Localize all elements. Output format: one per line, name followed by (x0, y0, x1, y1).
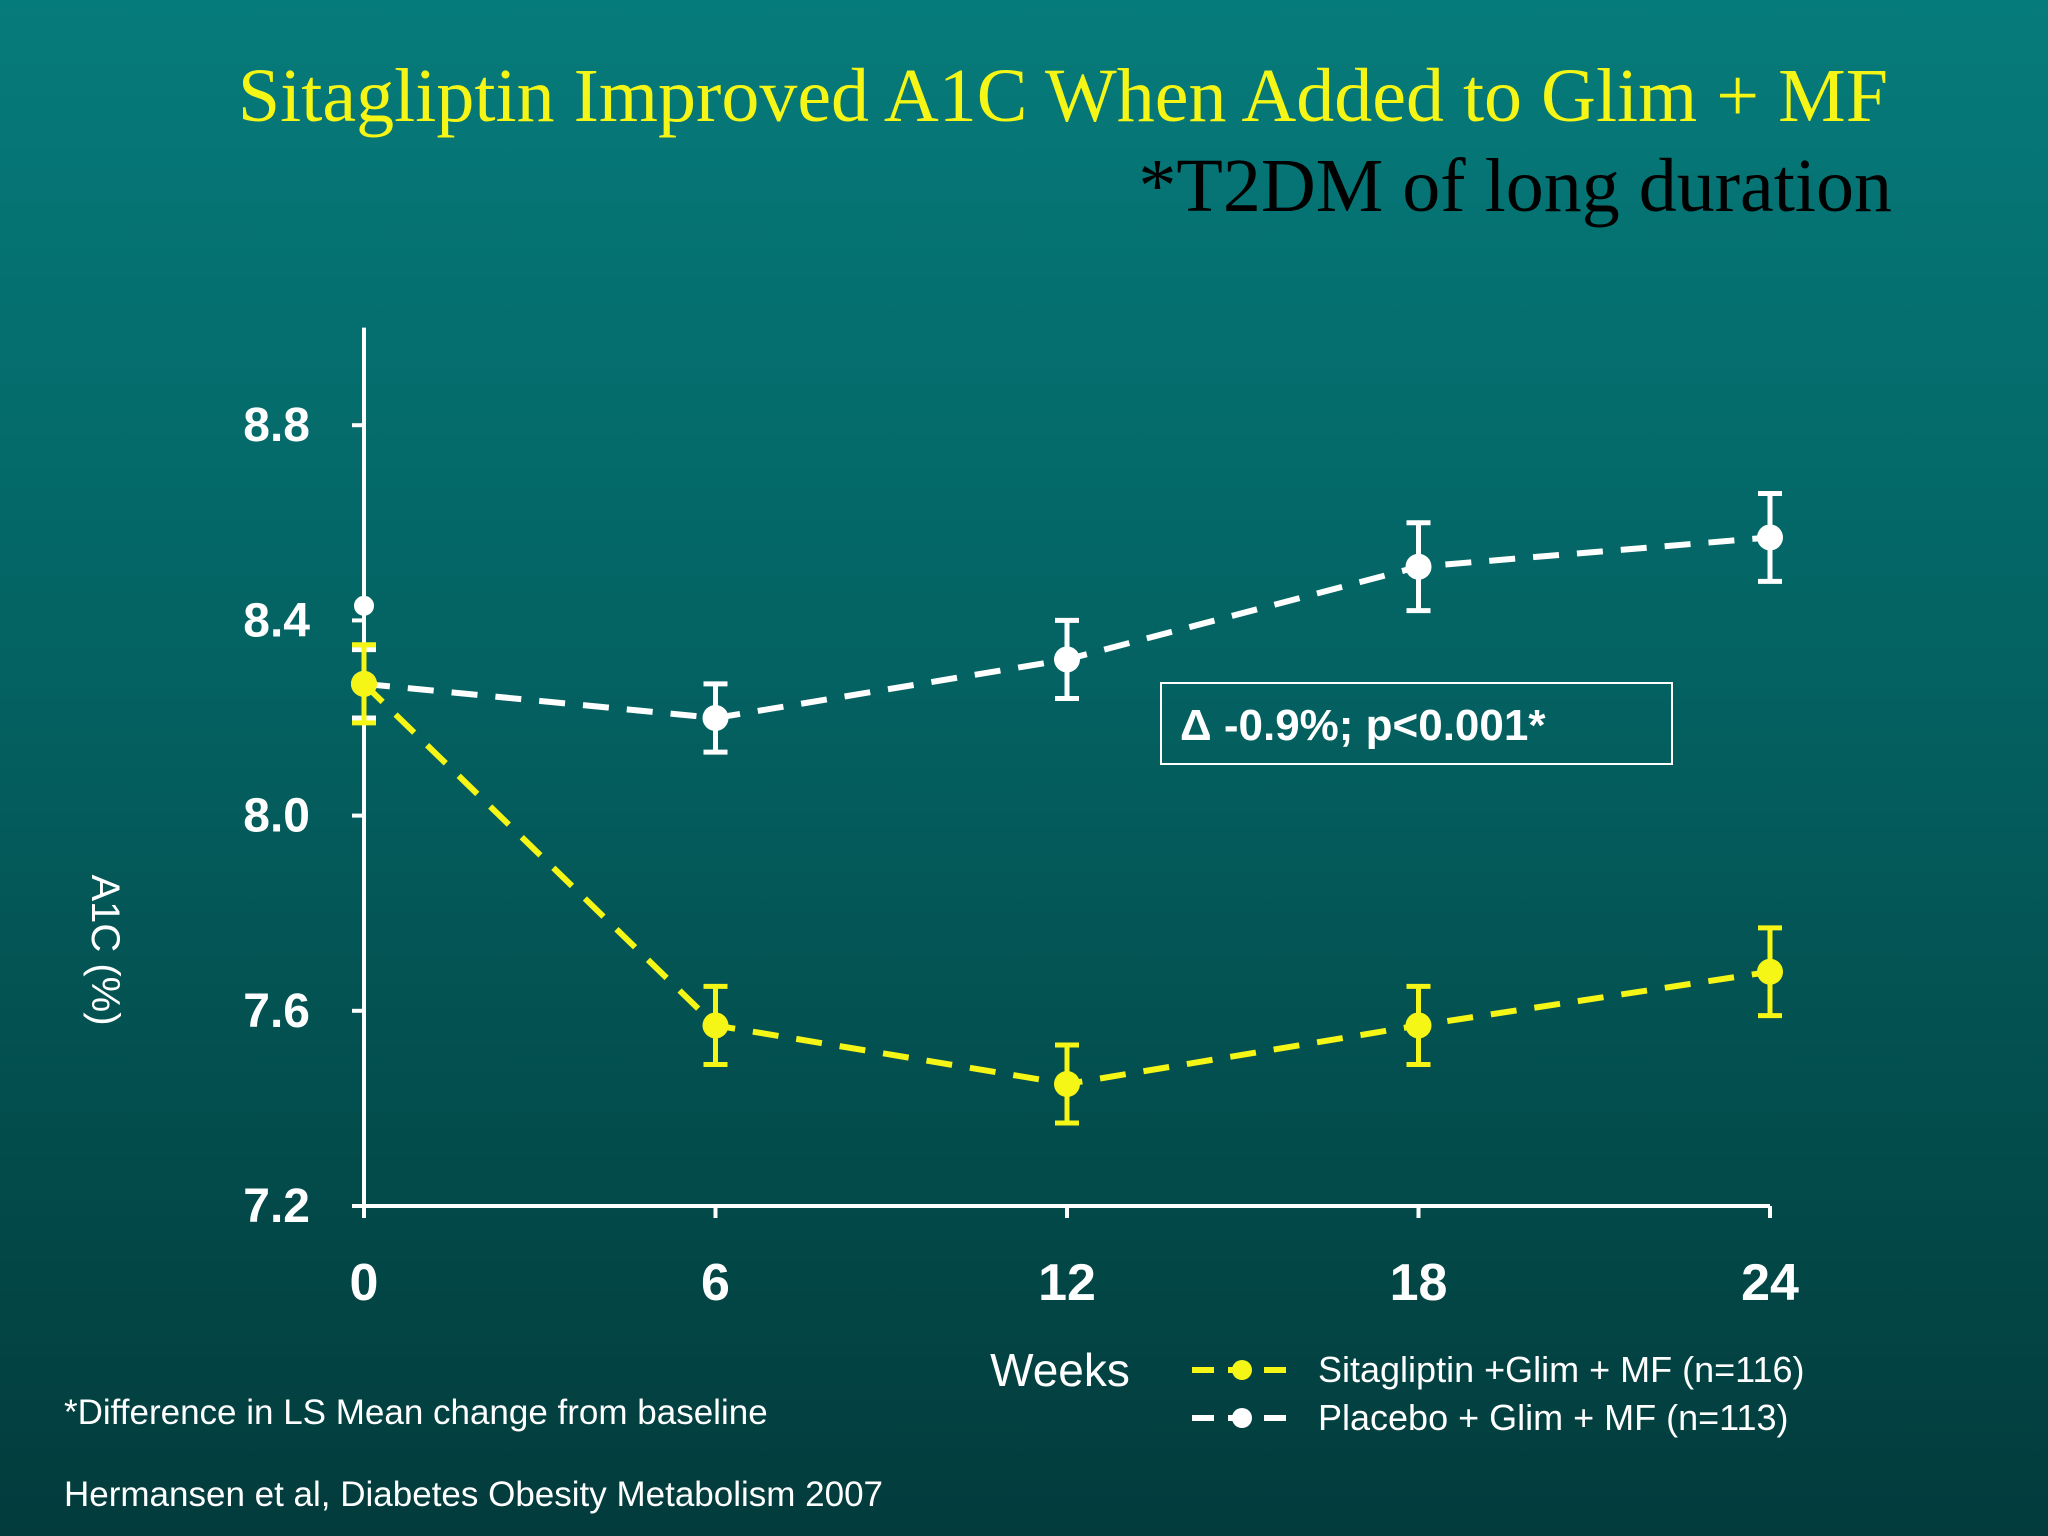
data-point-sitagliptin (1405, 1012, 1432, 1039)
x-axis-label: Weeks (990, 1344, 1130, 1396)
y-tick-label: 7.6 (243, 985, 310, 1038)
y-axis-label: A1C (%) (83, 874, 127, 1025)
data-point-sitagliptin (1054, 1071, 1080, 1097)
x-tick-label: 12 (1038, 1254, 1096, 1312)
y-tick-label: 8.0 (243, 790, 310, 843)
legend-label-sitagliptin: Sitagliptin +Glim + MF (n=116) (1318, 1349, 1805, 1390)
legend-label-placebo: Placebo + Glim + MF (n=113) (1318, 1397, 1789, 1438)
legend-item-sitagliptin: Sitagliptin +Glim + MF (n=116) (1192, 1346, 1805, 1394)
baseline-point (354, 595, 374, 616)
data-point-placebo (1054, 646, 1080, 673)
legend-swatch-sitagliptin (1192, 1360, 1296, 1380)
x-tick-label: 0 (350, 1254, 379, 1312)
x-tick-label: 18 (1390, 1254, 1448, 1312)
y-tick-label: 8.8 (243, 399, 310, 452)
slide-title: Sitagliptin Improved A1C When Added to G… (237, 54, 1888, 138)
x-tick-label: 6 (701, 1254, 730, 1312)
data-point-placebo (702, 705, 729, 731)
legend-item-placebo: Placebo + Glim + MF (n=113) (1192, 1394, 1805, 1442)
series-line-sitagliptin (361, 681, 1771, 1088)
data-point-sitagliptin (702, 1012, 729, 1039)
data-point-placebo (1757, 524, 1783, 551)
data-point-placebo (1405, 553, 1432, 580)
y-tick-label: 7.2 (243, 1180, 310, 1233)
y-tick-label: 8.4 (243, 594, 310, 647)
citation: Hermansen et al, Diabetes Obesity Metabo… (64, 1475, 884, 1514)
annotation-text: Δ -0.9%; p<0.001* (1180, 701, 1546, 750)
legend-swatch-placebo (1192, 1408, 1296, 1428)
axes: 7.2 7.6 8.0 8.4 8.8 0 6 12 18 24 (243, 327, 1799, 1312)
annotation-box (1160, 682, 1673, 765)
data-point-sitagliptin (351, 670, 377, 697)
slide-subtitle: *T2DM of long duration (1138, 144, 1892, 228)
data-point-sitagliptin (1757, 958, 1783, 985)
footnote: *Difference in LS Mean change from basel… (64, 1393, 768, 1432)
legend: Sitagliptin +Glim + MF (n=116) Placebo +… (1192, 1346, 1805, 1442)
annotation-layer: Δ -0.9%; p<0.001* (1160, 682, 1673, 765)
series-layer (351, 491, 1783, 1126)
x-tick-label: 24 (1741, 1254, 1799, 1312)
